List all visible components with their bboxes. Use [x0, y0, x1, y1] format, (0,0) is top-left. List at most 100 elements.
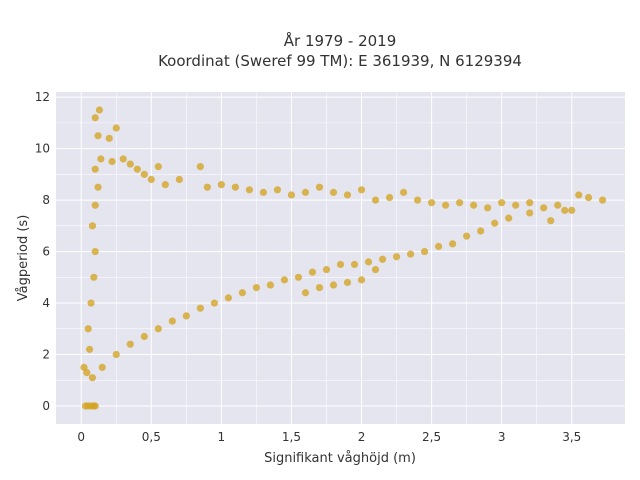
scatter-point	[88, 222, 97, 230]
scatter-point	[91, 201, 99, 209]
scatter-point	[385, 193, 394, 202]
scatter-point	[168, 317, 176, 325]
scatter-point	[442, 201, 450, 209]
scatter-point	[315, 183, 324, 191]
scatter-point	[105, 134, 113, 142]
scatter-point	[182, 312, 190, 320]
x-axis-ticks: 0 0,5 1 1,5 2 2,5 3 3,5	[77, 430, 581, 444]
y-tick-label: 6	[42, 245, 50, 259]
scatter-point	[154, 163, 162, 171]
scatter-point	[343, 191, 352, 199]
scatter-point	[526, 199, 534, 207]
scatter-point	[217, 181, 225, 189]
scatter-point	[224, 294, 232, 302]
scatter-point	[280, 276, 289, 284]
scatter-point	[449, 240, 457, 248]
scatter-points	[80, 106, 607, 410]
scatter-point	[196, 163, 204, 171]
scatter-point	[97, 155, 105, 163]
scatter-point	[505, 214, 513, 222]
scatter-point	[350, 260, 359, 269]
scatter-point	[91, 165, 99, 173]
scatter-point	[161, 181, 169, 189]
scatter-point	[126, 160, 134, 168]
scatter-point	[112, 350, 120, 359]
scatter-point	[322, 265, 331, 274]
x-tick-label: 3,5	[562, 430, 581, 444]
scatter-point	[329, 188, 338, 196]
scatter-point	[378, 255, 387, 263]
scatter-point	[231, 183, 239, 191]
scatter-point	[91, 402, 99, 410]
x-tick-label: 1,5	[282, 430, 301, 444]
scatter-point	[413, 196, 422, 204]
scatter-point	[86, 345, 94, 353]
scatter-point	[87, 299, 95, 307]
scatter-point	[477, 227, 485, 235]
scatter-point	[88, 374, 97, 382]
scatter-point	[526, 209, 534, 217]
scatter-point	[584, 193, 593, 202]
chart-title-line-1: År 1979 - 2019	[284, 31, 397, 50]
scatter-point	[112, 124, 120, 132]
scatter-point	[119, 155, 127, 163]
y-tick-label: 8	[42, 193, 50, 207]
scatter-point	[245, 186, 254, 194]
y-tick-label: 12	[35, 90, 50, 104]
y-tick-label: 4	[42, 296, 50, 310]
x-tick-label: 3	[498, 430, 506, 444]
x-tick-label: 0,5	[142, 430, 161, 444]
scatter-point	[196, 304, 204, 312]
scatter-point	[336, 260, 345, 269]
scatter-point	[547, 217, 555, 225]
scatter-point	[470, 201, 478, 209]
scatter-point	[540, 204, 548, 212]
scatter-point	[371, 196, 380, 204]
scatter-point	[91, 114, 99, 122]
scatter-point	[140, 170, 148, 178]
scatter-point	[456, 199, 464, 207]
scatter-point	[94, 132, 102, 140]
scatter-point	[491, 219, 499, 227]
scatter-point	[484, 204, 492, 212]
scatter-point	[399, 188, 408, 196]
scatter-point	[568, 206, 576, 214]
scatter-point	[392, 253, 401, 261]
scatter-point	[512, 201, 520, 209]
scatter-point	[294, 273, 303, 281]
scatter-point	[238, 289, 246, 297]
y-axis-label: Vågperiod (s)	[16, 215, 31, 302]
scatter-point	[133, 165, 141, 173]
scatter-point	[364, 258, 373, 266]
x-tick-label: 1	[218, 430, 226, 444]
scatter-point	[266, 281, 275, 289]
scatter-point	[357, 276, 366, 284]
scatter-point	[498, 199, 506, 207]
scatter-point	[420, 247, 429, 256]
scatter-point	[273, 186, 282, 194]
scatter-point	[427, 199, 436, 207]
x-tick-label: 0	[77, 430, 85, 444]
scatter-point	[259, 188, 268, 196]
scatter-point	[357, 186, 366, 194]
x-axis-label: Signifikant våghöjd (m)	[264, 451, 416, 466]
scatter-point	[126, 340, 134, 348]
y-tick-label: 10	[35, 142, 50, 156]
scatter-point	[83, 368, 91, 377]
scatter-point	[140, 332, 148, 341]
scatter-point	[203, 183, 211, 191]
scatter-point	[315, 283, 324, 292]
plot-area	[56, 92, 625, 424]
scatter-point	[301, 188, 310, 196]
scatter-point	[154, 325, 162, 333]
scatter-point	[435, 242, 443, 251]
grid	[56, 92, 625, 424]
scatter-point	[343, 278, 352, 287]
x-tick-label: 2	[358, 430, 366, 444]
scatter-point	[329, 281, 338, 289]
scatter-point	[598, 196, 607, 204]
y-tick-label: 2	[42, 348, 50, 362]
scatter-point	[287, 191, 296, 199]
scatter-point	[108, 157, 116, 166]
